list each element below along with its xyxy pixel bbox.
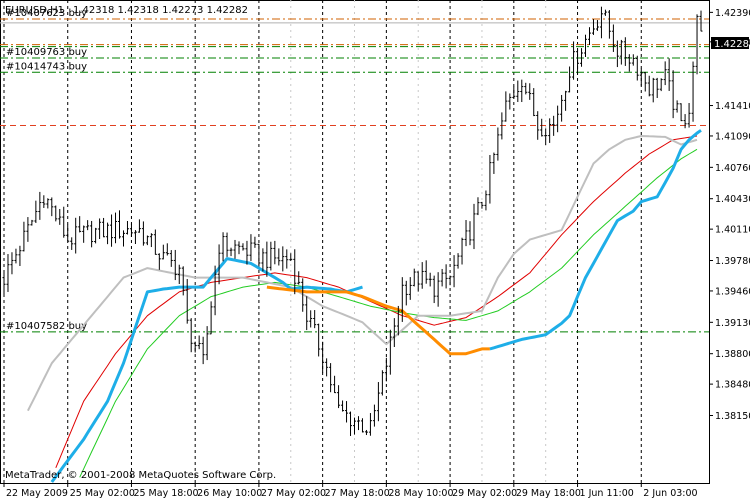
time-tick-label-8: 29 May 18:00 (516, 488, 581, 499)
time-tick-label-0: 22 May 2009 (6, 488, 68, 499)
time-tick-label-7: 29 May 02:00 (452, 488, 517, 499)
indicator-series-4 (266, 285, 490, 356)
order-line-label-3: #10409763 buy (6, 47, 87, 58)
price-tick-label-5: 1.40430 (715, 194, 750, 205)
price-tick-label-11: 1.38480 (715, 380, 750, 391)
price-tick-label-3: 1.41090 (715, 131, 750, 142)
current-price-label: 1.42282 (714, 39, 750, 50)
time-tick-label-2: 25 May 18:00 (133, 488, 198, 499)
time-tick-label-4: 27 May 02:00 (261, 488, 326, 499)
indicator-series-3 (50, 257, 363, 483)
price-tick-label-2: 1.41410 (715, 101, 750, 112)
indicator-series-1 (79, 148, 698, 478)
price-tick-label-4: 1.40760 (715, 163, 750, 174)
time-tick-label-1: 25 May 02:00 (70, 488, 135, 499)
order-lines-layer[interactable]: #10407623 buy #10409763 buy #10414743 buy #… (0, 8, 709, 333)
chart-ohlc-readout: 1.42318 1.42318 1.42273 1.42282 (73, 5, 248, 16)
grid-layer (3, 0, 642, 483)
price-tick-label-0: 1.42390 (715, 8, 750, 19)
current-price-label-box (711, 37, 749, 49)
time-tick-label-6: 28 May 10:00 (388, 488, 453, 499)
price-tick-label-8: 1.39460 (715, 286, 750, 297)
candles-layer[interactable] (2, 6, 703, 436)
chart-symbol-title: EURUSD,H1 (5, 5, 64, 16)
price-tick-label-10: 1.38800 (715, 349, 750, 360)
price-tick-label-7: 1.39780 (715, 256, 750, 267)
copyright-text: MetaTrader, © 2001-2008 MetaQuotes Softw… (5, 470, 276, 481)
time-tick-label-5: 27 May 18:00 (325, 488, 390, 499)
indicator-series-5 (489, 129, 702, 351)
indicator-series-2 (27, 135, 698, 412)
order-line-label-4: #10414743 buy (6, 61, 87, 72)
indicator-layer (27, 129, 702, 483)
time-tick-label-10: 2 Jun 03:00 (643, 488, 697, 499)
order-line-label-6: #10407582 buy (6, 321, 87, 332)
order-line-label-0: #10407623 buy (6, 8, 87, 19)
price-tick-label-6: 1.40110 (715, 225, 750, 236)
time-tick-label-3: 26 May 10:00 (197, 488, 262, 499)
time-tick-label-9: 1 Jun 11:00 (580, 488, 634, 499)
price-axis[interactable]: 1.423901.420801.414101.410901.407601.404… (709, 8, 750, 422)
price-tick-label-12: 1.38150 (715, 411, 750, 422)
indicator-series-0 (55, 135, 698, 468)
price-tick-label-9: 1.39130 (715, 318, 750, 329)
